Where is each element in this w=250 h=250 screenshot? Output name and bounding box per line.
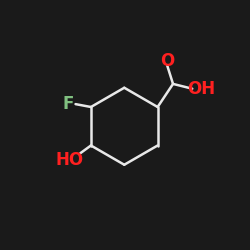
Text: O: O [160, 52, 174, 70]
Text: F: F [62, 95, 74, 113]
Text: HO: HO [56, 151, 84, 169]
Text: OH: OH [187, 80, 215, 98]
